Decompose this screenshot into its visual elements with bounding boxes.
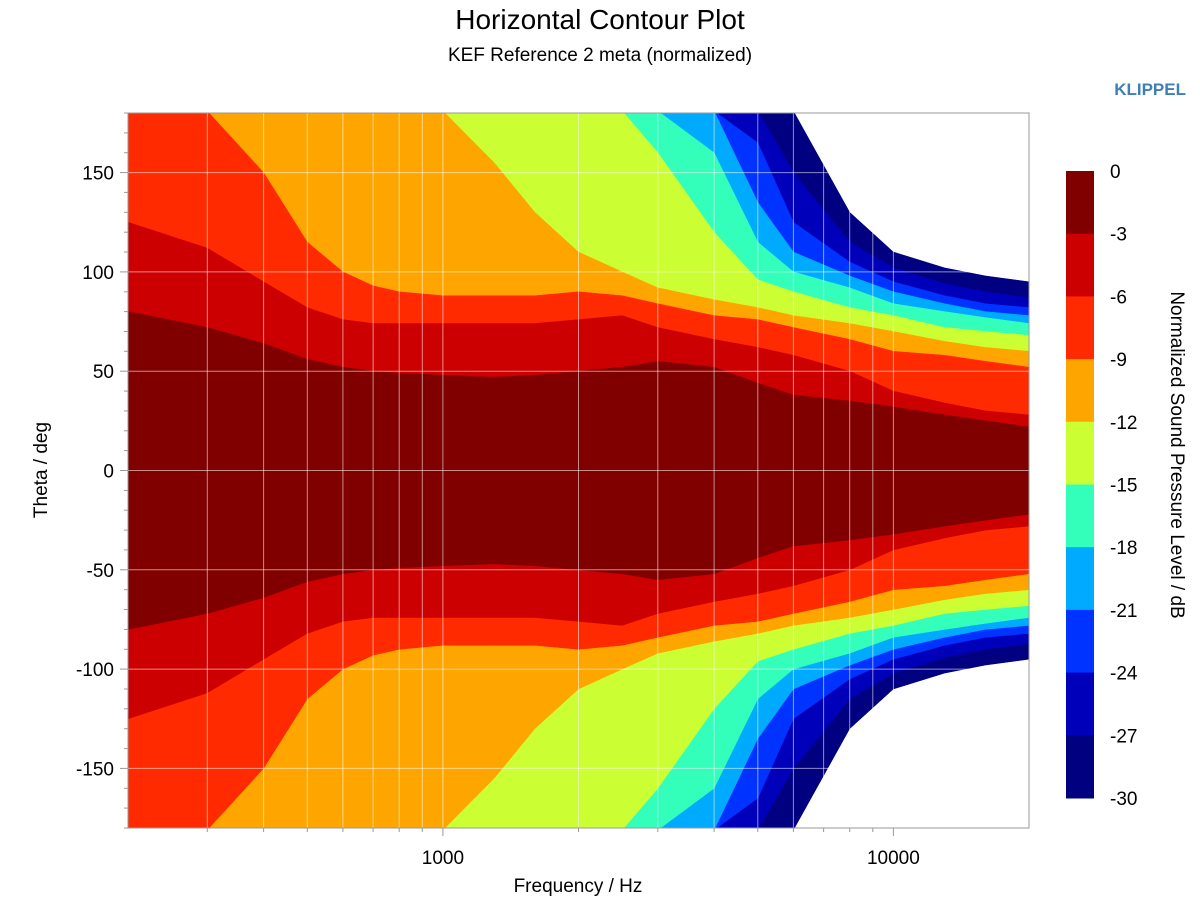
colorbar: 0 -3 -6 -9 -12 -15 -18 -21 -24 -27 -30 xyxy=(1066,162,1138,810)
colorbar-segment-3 xyxy=(1066,296,1094,360)
x-tick-label: 1000 xyxy=(422,848,464,869)
x-axis-label: Frequency / Hz xyxy=(514,876,643,897)
y-tick-label: -150 xyxy=(76,759,114,780)
colorbar-tick-label: -24 xyxy=(1110,664,1138,685)
x-axis-ticks: 1000 10000 xyxy=(206,828,920,869)
colorbar-segment-6 xyxy=(1066,484,1094,548)
colorbar-tick-label: -3 xyxy=(1110,225,1127,246)
colorbar-tick-label: 0 xyxy=(1110,162,1121,183)
colorbar-segment-7 xyxy=(1066,547,1094,611)
colorbar-tick-label: -27 xyxy=(1110,726,1137,747)
grid-lines xyxy=(128,113,1029,828)
colorbar-segment-9 xyxy=(1066,672,1094,736)
colorbar-tick-label: -15 xyxy=(1110,476,1137,497)
x-tick-label: 10000 xyxy=(867,848,920,869)
y-axis-label: Theta / deg xyxy=(31,422,52,518)
colorbar-tick-label: -18 xyxy=(1110,538,1137,559)
y-tick-label: 0 xyxy=(103,462,114,483)
colorbar-tick-label: -12 xyxy=(1110,413,1137,434)
colorbar-segment-5 xyxy=(1066,421,1094,485)
colorbar-tick-label: -9 xyxy=(1110,350,1127,371)
y-axis-ticks: 150 100 50 0 -50 -100 -150 xyxy=(76,112,128,829)
colorbar-label: Normalized Sound Pressure Level / dB xyxy=(1166,291,1187,618)
chart-subtitle: KEF Reference 2 meta (normalized) xyxy=(447,45,753,66)
colorbar-tick-label: -30 xyxy=(1110,789,1137,810)
y-tick-label: 100 xyxy=(82,263,114,284)
colorbar-segment-2 xyxy=(1066,233,1094,297)
y-tick-label: 150 xyxy=(82,164,114,185)
y-tick-label: -100 xyxy=(76,660,114,681)
y-tick-label: -50 xyxy=(87,561,114,582)
colorbar-segment-4 xyxy=(1066,359,1094,423)
colorbar-tick-label: -21 xyxy=(1110,601,1137,622)
chart-title: Horizontal Contour Plot xyxy=(455,4,745,35)
colorbar-segment-10 xyxy=(1066,735,1094,799)
y-tick-label: 50 xyxy=(93,362,114,383)
plot-area xyxy=(128,113,1029,828)
colorbar-tick-label: -6 xyxy=(1110,287,1127,308)
brand-logo-text: KLIPPEL xyxy=(1114,80,1186,99)
colorbar-segment-8 xyxy=(1066,609,1094,674)
colorbar-segment-1 xyxy=(1066,171,1094,235)
